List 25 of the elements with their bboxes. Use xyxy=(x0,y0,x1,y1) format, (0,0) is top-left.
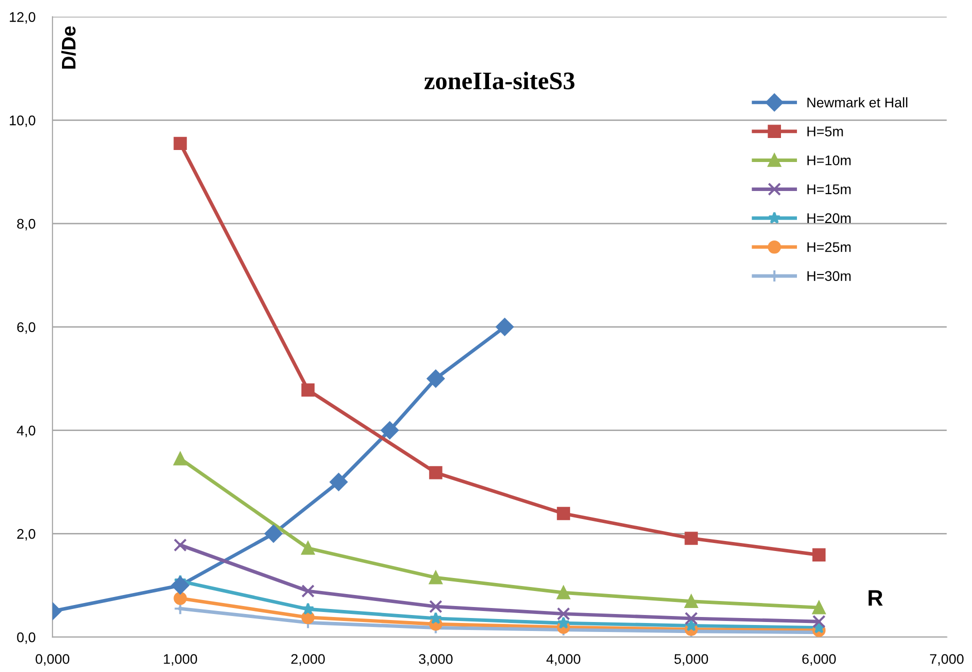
legend-label: H=5m xyxy=(807,126,843,136)
y-tick-label: 0,0 xyxy=(17,632,36,644)
y-tick-label: 12,0 xyxy=(10,12,36,24)
x-axis-title: R xyxy=(868,590,883,606)
text: zoneIIa-siteS3 xyxy=(424,72,574,90)
legend-label: H=10m xyxy=(807,155,851,166)
y-tick-label: 6,0 xyxy=(17,322,36,334)
x-tick-label: 7,000 xyxy=(930,654,964,666)
x-tick-label: 4,000 xyxy=(546,654,580,666)
x-tick-label: 6,000 xyxy=(802,654,836,666)
y-tick-label: 10,0 xyxy=(10,116,36,127)
x-tick-label: 3,000 xyxy=(418,654,453,666)
y-tick-label: 4,0 xyxy=(16,426,36,438)
legend-label: H=25m xyxy=(807,242,851,252)
x-tick-label: 5,000 xyxy=(674,654,708,666)
legend-label: H=20m xyxy=(807,213,851,224)
legend-label: Newmark et Hall xyxy=(807,97,908,108)
x-tick-label: 1,000 xyxy=(164,654,198,666)
legend-label: H=15m xyxy=(807,184,851,194)
y-tick-label: 8,0 xyxy=(17,218,36,230)
x-tick-label: 0,000 xyxy=(36,654,70,666)
y-tick-label: 2,0 xyxy=(17,529,36,540)
x-tick-label: 2,000 xyxy=(291,654,325,666)
legend-label: H=30m xyxy=(807,271,851,281)
y-axis-title: D/De xyxy=(61,26,76,69)
